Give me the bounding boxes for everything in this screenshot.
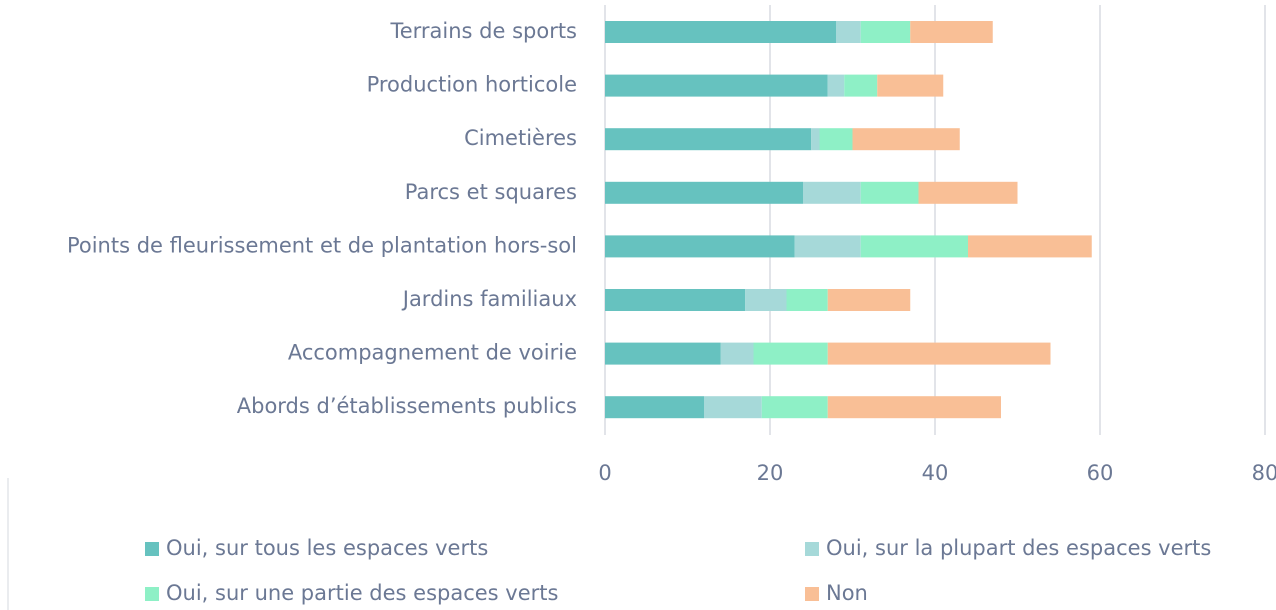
x-tick-label: 20 [757, 461, 784, 485]
bar-segment [860, 21, 911, 43]
legend-label: Oui, sur une partie des espaces verts [166, 581, 558, 605]
bar-segment [794, 235, 861, 258]
bar-segment [844, 74, 878, 97]
bar-segment [803, 181, 861, 204]
bar-segment [910, 21, 993, 43]
bar-segment [827, 342, 1051, 365]
bar-segment [704, 396, 762, 419]
bar-segment [605, 128, 812, 151]
bar-segment [860, 235, 968, 258]
bar-segment [836, 21, 861, 43]
legend-label: Oui, sur la plupart des espaces verts [826, 536, 1211, 560]
bar-segment [811, 128, 820, 151]
x-tick-label: 0 [598, 461, 611, 485]
legend-swatch [805, 587, 819, 601]
legend-label: Non [826, 581, 868, 605]
y-tick-label: Abords d’établissements publics [237, 394, 577, 418]
bar-segment [827, 396, 1001, 419]
bar-segment [827, 74, 845, 97]
bar-segment [761, 396, 828, 419]
bar-segment [720, 342, 754, 365]
bar-segment [968, 235, 1092, 258]
bar-segment [852, 128, 960, 151]
bar-segment [753, 342, 828, 365]
legend-label: Oui, sur tous les espaces verts [166, 536, 488, 560]
bar-segment [860, 181, 919, 204]
legend-swatch [805, 542, 819, 556]
y-tick-label: Cimetières [464, 126, 577, 150]
x-tick-label: 80 [1252, 461, 1276, 485]
bar-segment [786, 289, 828, 311]
bar-segment [605, 289, 746, 311]
legend-swatch [145, 542, 159, 556]
legend-swatch [145, 587, 159, 601]
x-tick-label: 40 [922, 461, 949, 485]
y-tick-label: Terrains de sports [389, 19, 577, 43]
y-tick-label: Accompagnement de voirie [288, 341, 577, 365]
bar-segment [605, 21, 836, 43]
bar-segment [605, 396, 704, 419]
bar-segment [605, 181, 803, 204]
bar-segment [745, 289, 787, 311]
y-tick-label: Parcs et squares [405, 180, 577, 204]
bar-segment [605, 235, 795, 258]
bar-segment [918, 181, 1018, 204]
bar-segment [819, 128, 853, 151]
bar-segment [827, 289, 911, 311]
y-tick-label: Jardins familiaux [401, 287, 577, 311]
bar-segment [605, 342, 721, 365]
bar-segment [877, 74, 944, 97]
bar-segment [605, 74, 828, 97]
x-tick-label: 60 [1087, 461, 1114, 485]
y-tick-label: Production horticole [367, 73, 577, 97]
y-tick-label: Points de fleurissement et de plantation… [67, 233, 577, 257]
